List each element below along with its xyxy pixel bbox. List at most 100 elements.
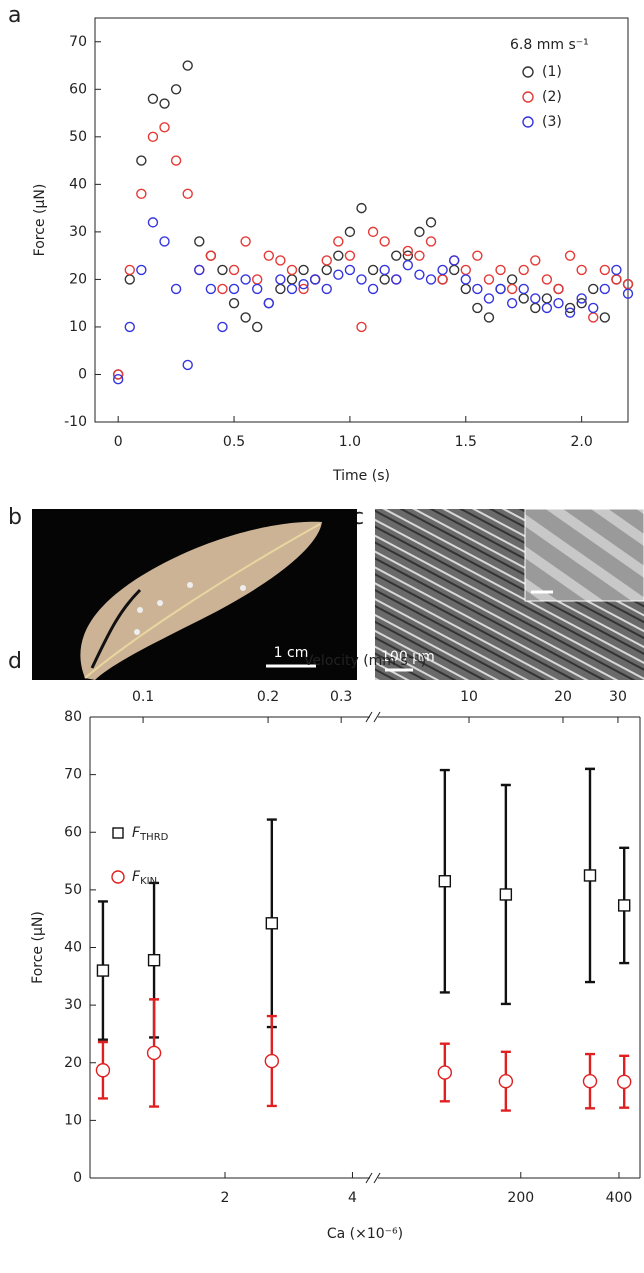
- x-tick-label: 200: [507, 1190, 534, 1206]
- point: [402, 245, 414, 257]
- point: [553, 297, 564, 309]
- point: [391, 274, 402, 285]
- point: [425, 236, 437, 247]
- point: [472, 250, 483, 261]
- y-tick-label: 10: [64, 1112, 82, 1128]
- point: [275, 274, 286, 285]
- point: [170, 84, 182, 95]
- panel-label: a: [8, 3, 21, 28]
- point: [147, 217, 159, 228]
- point: [499, 888, 513, 901]
- point: [414, 250, 425, 261]
- point: [298, 283, 309, 295]
- x-tick-label: 1.5: [455, 434, 477, 450]
- y-tick-label: 60: [64, 824, 82, 840]
- point: [472, 302, 483, 314]
- point: [333, 250, 344, 261]
- point: [252, 283, 263, 295]
- point: [147, 953, 161, 967]
- point: [460, 274, 471, 285]
- point: [344, 264, 356, 276]
- point: [159, 98, 170, 109]
- y-tick-label: 20: [64, 1055, 82, 1071]
- point: [217, 321, 228, 333]
- point: [367, 226, 379, 238]
- point: [518, 264, 529, 276]
- x-tick-label: 1.0: [339, 434, 361, 450]
- point: [356, 202, 367, 214]
- legend-marker: [112, 827, 124, 839]
- point: [367, 283, 379, 295]
- point: [483, 274, 495, 285]
- y-tick-label: 50: [64, 882, 82, 898]
- point: [217, 283, 228, 295]
- point: [194, 264, 205, 276]
- point: [333, 269, 344, 280]
- x-tick-label: 2.0: [571, 434, 593, 450]
- x2-tick-label: 0.3: [330, 689, 352, 705]
- point: [564, 250, 576, 261]
- x2-tick-label: 20: [554, 689, 572, 705]
- point: [588, 302, 599, 314]
- series: [112, 217, 634, 385]
- point: [379, 236, 390, 247]
- point: [96, 964, 110, 977]
- point: [182, 359, 193, 371]
- point: [391, 250, 402, 261]
- point: [564, 302, 576, 314]
- point: [321, 283, 332, 295]
- x2-tick-label: 30: [609, 689, 627, 705]
- point: [298, 278, 309, 290]
- point: [265, 917, 279, 930]
- point: [252, 274, 263, 285]
- point: [460, 283, 471, 295]
- point: [622, 288, 634, 299]
- y-tick-label: 50: [69, 129, 87, 145]
- x-tick-label: 0.5: [223, 434, 245, 450]
- point: [356, 321, 367, 333]
- point: [182, 188, 193, 200]
- point: [112, 369, 124, 380]
- legend-marker: [522, 91, 534, 103]
- legend-marker: [111, 870, 125, 884]
- y-tick-label: 70: [69, 34, 87, 50]
- point: [611, 264, 622, 276]
- axis-break: [373, 711, 381, 723]
- y-tick-label: 40: [69, 176, 87, 192]
- y-tick-label: 70: [64, 767, 82, 783]
- photo-feather: 1 cm: [32, 509, 357, 680]
- point: [95, 1063, 111, 1078]
- point: [438, 875, 452, 888]
- point: [576, 293, 587, 304]
- legend-marker: [522, 66, 534, 78]
- x-tick-label: 400: [606, 1190, 633, 1206]
- y-tick-label: 10: [69, 319, 87, 335]
- point: [356, 274, 367, 285]
- point: [437, 1065, 453, 1080]
- legend-label: FKIN: [132, 869, 157, 887]
- point: [599, 264, 611, 276]
- point: [367, 264, 379, 276]
- y-axis-label: Force (μN): [30, 911, 46, 984]
- point: [159, 122, 170, 133]
- x2-tick-label: 0.2: [257, 689, 279, 705]
- point: [205, 283, 217, 295]
- x2-tick-label: 0.1: [132, 689, 154, 705]
- y-tick-label: 0: [78, 366, 87, 382]
- point: [333, 236, 344, 247]
- x2-axis-label: Velocity (mm s⁻¹): [304, 653, 426, 669]
- point: [159, 236, 170, 247]
- point: [182, 60, 193, 71]
- photo-sem: 100 μm: [375, 508, 644, 680]
- point: [240, 312, 251, 323]
- point: [611, 274, 622, 285]
- point: [252, 321, 263, 333]
- point: [564, 307, 576, 318]
- legend-marker: [522, 116, 534, 128]
- series: [112, 60, 634, 380]
- point: [112, 374, 124, 385]
- point: [530, 302, 541, 314]
- point: [616, 1074, 632, 1089]
- point: [136, 264, 147, 276]
